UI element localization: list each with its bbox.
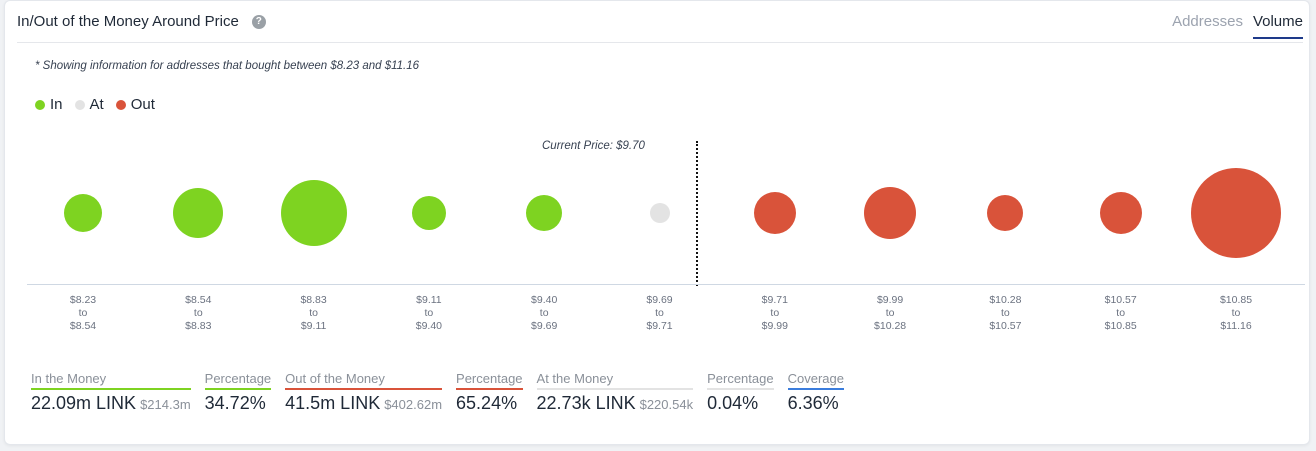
legend-item-out[interactable]: Out xyxy=(115,96,155,113)
bubble-in[interactable] xyxy=(173,188,224,238)
chart-legend: In At Out xyxy=(35,96,159,113)
bubble-in[interactable] xyxy=(280,180,347,246)
stat-label: Coverage xyxy=(787,371,844,390)
current-price-line xyxy=(696,141,698,286)
header-divider xyxy=(17,42,1303,43)
stat-label: At the Money xyxy=(536,371,694,390)
bubble-out[interactable] xyxy=(1191,168,1281,258)
stat-usd-value: $220.54k xyxy=(639,397,694,412)
card-title: In/Out of the Money Around Price ? xyxy=(17,13,266,30)
stat-percentage: Percentage 65.24% xyxy=(456,371,523,414)
x-tick-label: $9.71 to $9.99 xyxy=(761,294,788,332)
stat-label: Out of the Money xyxy=(285,371,443,390)
stat-in-the-money: In the Money 22.09m LINK $214.3m xyxy=(31,371,191,414)
bubble-in[interactable] xyxy=(64,194,102,232)
tab-volume[interactable]: Volume xyxy=(1252,13,1303,39)
bubble-out[interactable] xyxy=(987,195,1024,231)
title-text: In/Out of the Money Around Price xyxy=(17,13,239,30)
stat-value: 34.72% xyxy=(204,393,266,413)
x-tick-label: $9.11 to $9.40 xyxy=(415,294,443,332)
in-out-money-card: In/Out of the Money Around Price ? Addre… xyxy=(4,0,1310,445)
view-tabs: Addresses Volume xyxy=(1172,13,1303,39)
x-tick-label: $8.23 to $8.54 xyxy=(69,294,97,332)
stat-at-the-money: At the Money 22.73k LINK $220.54k xyxy=(536,371,694,414)
stat-percentage: Percentage 34.72% xyxy=(204,371,272,414)
stat-label: Percentage xyxy=(456,371,523,390)
stat-label: Percentage xyxy=(707,371,774,390)
bubble-out[interactable] xyxy=(753,192,796,234)
stat-value: 41.5m LINK $402.62m xyxy=(285,393,443,413)
legend-item-at[interactable]: At xyxy=(74,96,104,113)
bubble-in[interactable] xyxy=(411,196,446,230)
x-tick-label: $8.54 to $8.83 xyxy=(185,294,212,332)
x-tick-label: $9.69 to $9.71 xyxy=(646,294,673,332)
summary-stats: In the Money 22.09m LINK $214.3m Percentage… xyxy=(31,371,858,414)
stat-value: 0.04% xyxy=(707,393,759,413)
range-note: * Showing information for addresses that… xyxy=(35,60,420,72)
bubble-in[interactable] xyxy=(526,195,563,231)
stat-value: 22.09m LINK $214.3m xyxy=(31,393,191,413)
bubble-chart: Current Price: $9.70 $8.23 to $8.54 $8.54 to… xyxy=(5,131,1311,346)
x-tick-label: $8.83 to $9.11 xyxy=(300,294,327,332)
legend-item-in[interactable]: In xyxy=(35,96,63,113)
stat-percentage: Percentage 0.04% xyxy=(707,371,774,414)
legend-dot-in-icon xyxy=(35,99,45,110)
stat-usd-value: $402.62m xyxy=(384,397,443,412)
x-tick-label: $9.99 to $10.28 xyxy=(874,294,907,332)
stat-value: 6.36% xyxy=(787,393,839,413)
x-tick-label: $10.57 to $10.85 xyxy=(1104,294,1137,332)
help-icon[interactable]: ? xyxy=(251,14,266,29)
tab-addresses[interactable]: Addresses xyxy=(1172,13,1243,30)
stat-coverage: Coverage 6.36% xyxy=(787,371,844,414)
bubble-out[interactable] xyxy=(864,187,917,239)
x-tick-label: $9.40 to $9.69 xyxy=(531,294,558,332)
stat-value: 22.73k LINK $220.54k xyxy=(536,393,694,413)
legend-dot-out-icon xyxy=(115,99,126,110)
bubble-out[interactable] xyxy=(1099,192,1142,234)
stat-usd-value: $214.3m xyxy=(140,397,191,412)
bubble-at[interactable] xyxy=(649,203,670,223)
legend-dot-at-icon xyxy=(74,99,85,110)
x-axis xyxy=(27,284,1305,285)
stat-label: Percentage xyxy=(204,371,272,390)
stat-value: 65.24% xyxy=(456,393,518,413)
stat-out-of-the-money: Out of the Money 41.5m LINK $402.62m xyxy=(285,371,443,414)
stat-label: In the Money xyxy=(31,371,191,390)
current-price-label: Current Price: $9.70 xyxy=(542,140,645,152)
x-tick-label: $10.85 to $11.16 xyxy=(1219,294,1253,332)
x-tick-label: $10.28 to $10.57 xyxy=(989,294,1022,332)
